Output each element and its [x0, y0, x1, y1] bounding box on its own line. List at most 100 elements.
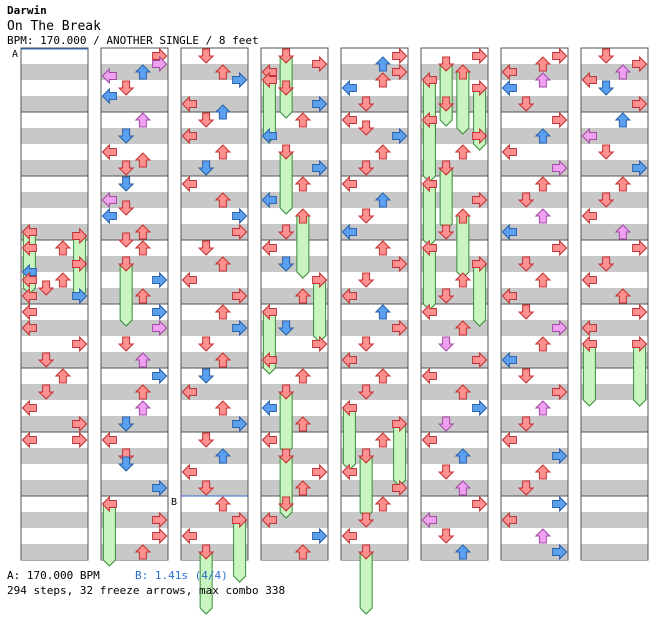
freeze-arrow [359, 455, 373, 519]
step-arrow [454, 208, 472, 224]
step-arrow [101, 67, 117, 85]
step-arrow [357, 160, 375, 176]
beat-stripe [581, 448, 648, 464]
beat-stripe [341, 416, 408, 432]
step-arrow [341, 223, 357, 241]
step-arrow [501, 223, 517, 241]
step-arrow [101, 191, 117, 209]
step-arrow [597, 256, 615, 272]
beat-stripe [181, 448, 248, 464]
beat-stripe [581, 480, 648, 496]
beat-stripe [181, 64, 248, 80]
step-arrow [437, 96, 455, 112]
freeze-arrow [233, 519, 247, 583]
step-arrow [472, 79, 488, 97]
beat-stripe [581, 224, 648, 240]
step-arrow [421, 511, 437, 529]
step-arrow [134, 112, 152, 128]
step-arrow [632, 239, 648, 257]
beat-stripe [581, 160, 648, 176]
step-arrow [421, 111, 437, 129]
beat-stripe [341, 224, 408, 240]
beat-stripe [341, 448, 408, 464]
step-arrow [357, 448, 375, 464]
beat-stripe [181, 128, 248, 144]
beat-stripe [501, 64, 568, 80]
step-arrow [54, 272, 72, 288]
beat-stripe [581, 64, 648, 80]
freeze-arrow [199, 551, 213, 615]
step-arrow [341, 79, 357, 97]
step-arrow [357, 544, 375, 560]
beat-stripe [181, 224, 248, 240]
beat-stripe [581, 288, 648, 304]
step-arrow [552, 495, 568, 513]
freeze-arrow [456, 215, 470, 279]
step-arrow [552, 159, 568, 177]
beat-stripe [21, 256, 88, 272]
step-arrow [214, 144, 232, 160]
freeze-arrow [296, 215, 310, 279]
step-arrow [374, 368, 392, 384]
step-arrow [421, 71, 437, 89]
beat-stripe [261, 256, 328, 272]
step-arrow [117, 256, 135, 272]
step-arrow [117, 456, 135, 472]
step-arrow [597, 80, 615, 96]
step-arrow [21, 223, 37, 241]
step-arrow [37, 280, 55, 296]
step-arrow [261, 191, 277, 209]
step-arrow [517, 192, 535, 208]
step-arrow [357, 512, 375, 528]
step-arrow [581, 71, 597, 89]
beat-stripe [21, 192, 88, 208]
step-arrow [312, 55, 328, 73]
step-arrow [454, 272, 472, 288]
step-arrow [597, 144, 615, 160]
beat-stripe [421, 416, 488, 432]
step-arrow [374, 496, 392, 512]
step-arrow [152, 303, 168, 321]
step-arrow [357, 272, 375, 288]
step-arrow [152, 479, 168, 497]
freeze-arrow [633, 343, 647, 407]
beat-stripe [261, 64, 328, 80]
step-arrow [312, 335, 328, 353]
freeze-arrow [119, 263, 133, 327]
step-arrow [357, 336, 375, 352]
beat-stripe [261, 224, 328, 240]
step-arrow [294, 368, 312, 384]
step-arrow [134, 288, 152, 304]
step-arrow [197, 112, 215, 128]
beat-stripe [181, 96, 248, 112]
chart-summary: 294 steps, 32 freeze arrows, max combo 3… [7, 584, 286, 597]
step-arrow [214, 192, 232, 208]
step-arrow [357, 208, 375, 224]
beat-stripe [341, 320, 408, 336]
freeze-arrow [342, 407, 356, 471]
beat-stripe [181, 320, 248, 336]
step-arrow [392, 127, 408, 145]
step-arrow [374, 144, 392, 160]
step-arrow [117, 416, 135, 432]
song-title: On The Break [7, 19, 101, 34]
beat-stripe [101, 480, 168, 496]
step-arrow [357, 120, 375, 136]
marker-a: A [12, 49, 18, 60]
step-arrow [454, 320, 472, 336]
beat-stripe [501, 96, 568, 112]
freeze-arrow [279, 391, 293, 455]
step-arrow [534, 336, 552, 352]
beat-stripe [21, 512, 88, 528]
step-arrow [374, 56, 392, 72]
beat-stripe [341, 96, 408, 112]
step-arrow [374, 192, 392, 208]
step-arrow [374, 72, 392, 88]
step-arrow [581, 271, 597, 289]
step-arrow [21, 303, 37, 321]
step-arrow [581, 127, 597, 145]
beat-stripe [261, 128, 328, 144]
step-arrow [261, 239, 277, 257]
step-arrow [341, 527, 357, 545]
